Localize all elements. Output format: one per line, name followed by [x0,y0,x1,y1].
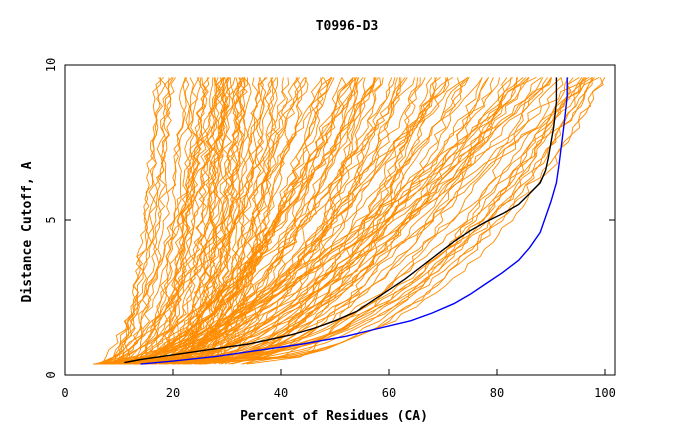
background-series-line [161,77,240,365]
background-series-line [246,77,419,365]
background-series-line [145,77,408,365]
background-series-line [101,77,176,365]
background-series-line [116,77,416,365]
background-series-line [194,76,537,365]
x-tick-label: 60 [382,386,396,400]
background-series-line [241,77,548,365]
x-tick-label: 100 [594,386,616,400]
background-series-line [173,77,218,365]
highlight-series-black [124,77,558,364]
background-series-line [114,77,562,365]
background-series-group [92,76,606,365]
x-tick-label: 80 [490,386,504,400]
y-tick-label: 10 [44,58,58,72]
background-series-line [127,77,172,365]
background-series-line [201,77,347,365]
y-axis-label: Distance Cutoff, A [20,161,35,302]
background-series-line [164,77,229,365]
background-series-line [140,77,398,365]
background-series-line [96,77,335,365]
background-series-line [122,77,226,365]
background-series-line [127,77,190,365]
background-series-line [190,77,249,365]
background-series-line [228,77,489,365]
background-series-line [101,77,243,365]
background-series-line [119,76,600,365]
background-series-line [218,77,264,365]
background-series-line [143,77,187,365]
highlight-series-blue [140,77,568,365]
background-series-line [111,77,173,365]
background-series-line [203,77,246,365]
x-tick-label: 40 [274,386,288,400]
background-series-line [113,77,161,365]
background-series-line [139,77,512,365]
background-series-line [182,77,323,365]
background-series-line [198,77,401,365]
background-series-line [195,77,384,365]
y-tick-label: 5 [44,216,58,223]
x-axis-ticks: 0 20 40 60 80 100 [61,369,616,400]
x-axis-label: Percent of Residues (CA) [240,409,428,424]
background-series-line [194,77,328,365]
background-series-line [113,77,358,365]
highlight-series-group [124,77,568,365]
chart-title: T0996-D3 [316,19,379,34]
background-series-line [113,77,469,365]
background-series-line [147,77,224,365]
background-series-line [123,77,402,365]
background-series-line [224,77,593,365]
y-tick-label: 0 [44,371,58,378]
background-series-line [148,77,194,365]
background-series-line [186,77,234,365]
background-series-line [137,77,261,365]
background-series-line [94,77,376,365]
background-series-line [199,77,595,365]
x-tick-label: 20 [166,386,180,400]
background-series-line [129,77,231,365]
background-series-line [100,77,483,365]
background-series-line [184,77,226,365]
background-series-line [163,77,288,365]
background-series-line [195,77,243,365]
background-series-line [128,77,470,365]
background-series-line [200,77,508,365]
background-series-line [104,77,210,365]
background-series-line [164,77,309,365]
background-series-line [184,77,542,365]
background-series-line [123,77,604,365]
x-tick-label: 0 [61,386,68,400]
background-series-line [102,77,331,365]
background-series-line [220,77,376,365]
y-axis-ticks: 0 5 10 [44,58,615,379]
background-series-line [161,77,584,365]
background-series-line [120,77,583,365]
background-series-line [167,77,382,365]
background-series-line [106,77,606,365]
background-series-line [138,77,366,365]
background-series-line [166,77,306,365]
background-series-line [143,77,421,365]
background-series-line [132,77,375,365]
background-series-line [106,77,174,365]
background-series-line [97,77,164,365]
background-series-line [109,77,188,365]
background-series-line [205,77,489,365]
background-series-line [110,77,359,365]
background-series-line [109,77,396,365]
background-series-line [102,77,215,365]
